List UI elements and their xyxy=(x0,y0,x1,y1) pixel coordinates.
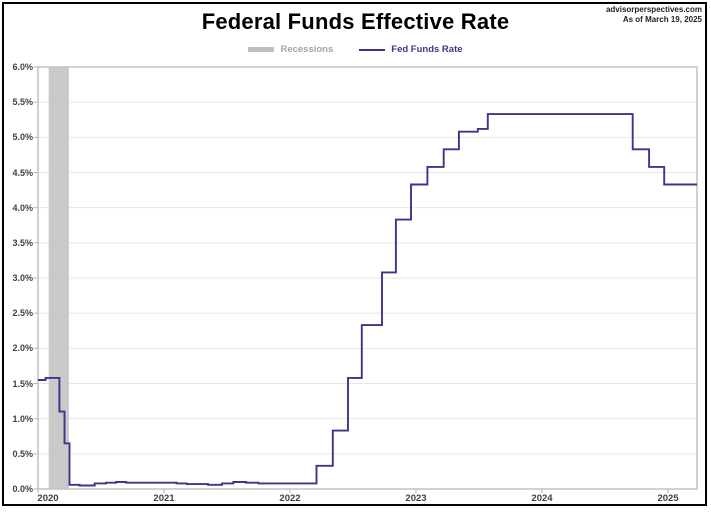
recession-band-swatch xyxy=(248,47,275,52)
x-axis-label: 2025 xyxy=(657,493,679,504)
recession-band xyxy=(48,67,69,489)
fed-funds-rate-line xyxy=(38,113,697,487)
source-site: advisorperspectives.com xyxy=(605,5,702,14)
y-axis-label: 6.0% xyxy=(12,62,33,72)
x-axis-label: 2022 xyxy=(279,493,301,504)
fed-funds-line-swatch xyxy=(359,48,386,51)
y-axis-label: 1.5% xyxy=(12,378,33,389)
y-axis-label: 5.5% xyxy=(12,97,33,108)
y-axis-label: 1.0% xyxy=(12,413,33,424)
y-axis-label: 3.0% xyxy=(12,273,33,283)
x-axis-label: 2020 xyxy=(37,493,59,504)
legend-label-recessions: Recessions xyxy=(280,44,334,55)
legend-item-recessions: Recessions xyxy=(248,44,333,55)
y-axis-label: 4.0% xyxy=(12,202,33,213)
y-axis-label: 4.5% xyxy=(12,167,33,178)
y-axis-label: 2.0% xyxy=(12,343,33,354)
chart-outer-border xyxy=(2,2,707,506)
y-axis-label: 5.0% xyxy=(12,132,33,143)
y-axis-label: 0.5% xyxy=(12,448,33,459)
legend-label-fed-funds-rate: Fed Funds Rate xyxy=(391,44,463,55)
x-axis-label: 2021 xyxy=(153,493,175,504)
source-attribution: advisorperspectives.com As of March 19, … xyxy=(606,5,702,25)
legend-item-fed-funds-rate: Fed Funds Rate xyxy=(359,44,463,55)
y-axis-label: 0.0% xyxy=(12,484,33,494)
chart-title: Federal Funds Effective Rate xyxy=(201,9,510,34)
x-axis-label: 2024 xyxy=(531,493,553,504)
source-asof-date: As of March 19, 2025 xyxy=(622,15,702,24)
y-axis-label: 2.5% xyxy=(12,308,33,319)
y-axis-label: 3.5% xyxy=(12,237,33,248)
chart-legend: Recessions Fed Funds Rate xyxy=(0,44,711,55)
x-axis-label: 2023 xyxy=(405,493,427,504)
